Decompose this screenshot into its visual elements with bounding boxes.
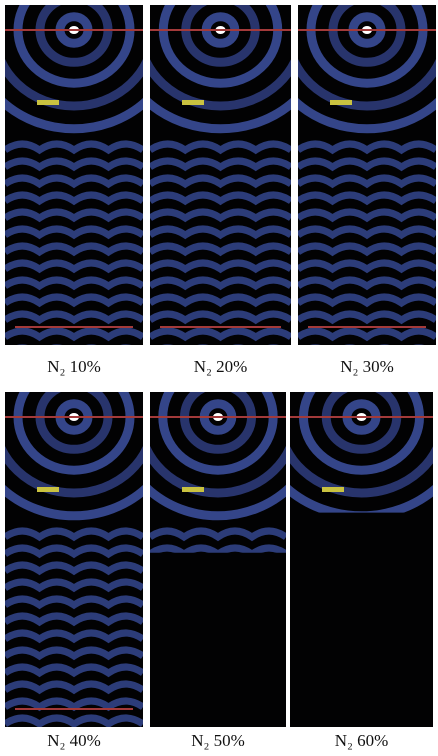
wave-band	[298, 327, 436, 342]
panel-caption: N₂ 60%	[335, 731, 389, 750]
wave-band	[150, 276, 291, 291]
panel-caption: N₂ 10%	[47, 357, 101, 376]
panel-caption: N₂ 40%	[47, 731, 101, 750]
ring	[150, 445, 286, 498]
wave-band	[162, 344, 279, 345]
wave-band	[150, 140, 291, 155]
wave-band	[5, 293, 143, 308]
wave-band	[5, 225, 143, 240]
wave-band	[5, 663, 143, 678]
flame-pattern	[5, 5, 143, 345]
ring	[298, 97, 436, 134]
wave-band	[298, 225, 436, 240]
ring	[290, 446, 433, 498]
flame-pattern	[150, 5, 291, 345]
wave-band	[5, 561, 143, 576]
photo-panel	[5, 5, 143, 345]
yellow-mark	[322, 487, 344, 492]
wave-band	[150, 157, 291, 172]
ring	[5, 446, 143, 498]
wave-band	[5, 310, 143, 325]
panel-caption: N₂ 30%	[340, 357, 394, 376]
wave-band	[5, 208, 143, 223]
wave-band	[150, 242, 291, 257]
wave-band	[150, 327, 291, 342]
wave-band	[5, 157, 143, 172]
wave-band	[5, 578, 143, 593]
wave-band	[5, 714, 143, 727]
wave-band	[150, 544, 286, 553]
ring	[5, 59, 143, 111]
wave-band	[150, 259, 291, 274]
wave-band	[5, 242, 143, 257]
wave-band	[5, 276, 143, 291]
wave-band	[150, 527, 286, 542]
wave-band	[5, 527, 143, 542]
wave-band	[298, 157, 436, 172]
wave-band	[17, 344, 131, 345]
wave-band	[5, 259, 143, 274]
ring	[5, 97, 143, 134]
wave-band	[5, 680, 143, 695]
wave-band	[5, 174, 143, 189]
photo-panel	[5, 392, 143, 727]
panel-caption: N₂ 50%	[191, 731, 245, 750]
yellow-mark	[37, 100, 59, 105]
wave-band	[5, 327, 143, 342]
wave-band	[5, 612, 143, 627]
wave-band	[5, 629, 143, 644]
photo-panel	[290, 392, 433, 727]
ring	[150, 97, 291, 134]
wave-band	[298, 174, 436, 189]
flame-pattern	[290, 392, 433, 513]
wave-band	[150, 208, 291, 223]
photo-panel	[298, 5, 436, 345]
flame-pattern	[298, 5, 436, 345]
wave-band	[298, 140, 436, 155]
wave-band	[5, 140, 143, 155]
wave-band	[298, 276, 436, 291]
ring	[150, 59, 291, 111]
yellow-mark	[182, 100, 204, 105]
wave-band	[298, 293, 436, 308]
ring	[150, 484, 286, 521]
photo-panel	[150, 392, 286, 727]
wave-band	[150, 191, 291, 206]
flame-pattern	[5, 392, 143, 727]
flame-pattern	[150, 392, 286, 553]
ring	[5, 484, 143, 521]
wave-band	[5, 595, 143, 610]
wave-band	[150, 225, 291, 240]
wave-band	[298, 208, 436, 223]
wave-band	[150, 293, 291, 308]
wave-band	[5, 697, 143, 712]
photo-panel	[150, 5, 291, 345]
yellow-mark	[182, 487, 204, 492]
wave-band	[5, 646, 143, 661]
wave-band	[310, 344, 424, 345]
yellow-mark	[37, 487, 59, 492]
wave-band	[5, 191, 143, 206]
panel-caption: N₂ 20%	[194, 357, 248, 376]
yellow-mark	[330, 100, 352, 105]
wave-band	[5, 544, 143, 559]
wave-band	[150, 310, 291, 325]
wave-band	[150, 174, 291, 189]
ring	[298, 59, 436, 111]
wave-band	[298, 310, 436, 325]
wave-band	[298, 191, 436, 206]
wave-band	[298, 259, 436, 274]
wave-band	[298, 242, 436, 257]
